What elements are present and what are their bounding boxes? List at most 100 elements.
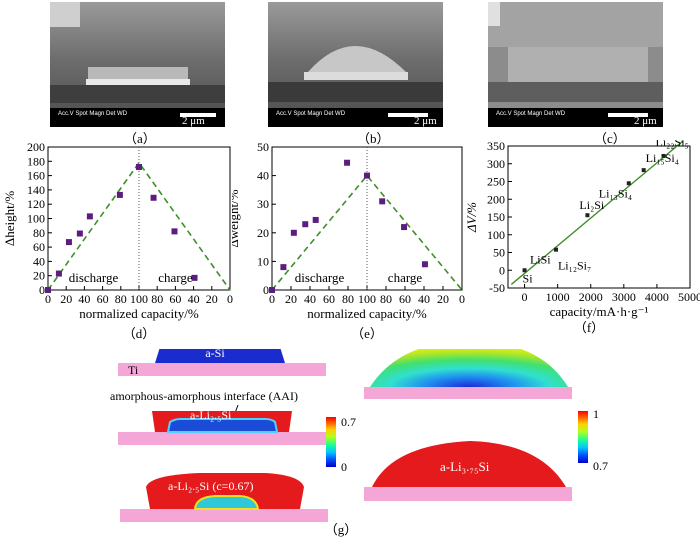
y-tick-label: 300	[487, 157, 505, 171]
lithiated-film-2	[146, 473, 304, 509]
x-tick-label: 1000	[546, 290, 570, 304]
compound-label: Li₂₂Si₅	[656, 140, 689, 149]
data-point	[290, 229, 297, 236]
y-axis-title: ΔV/%	[465, 202, 479, 233]
sem-b-label: （b）	[357, 131, 390, 146]
x-tick-label: 20	[285, 292, 297, 306]
x-tick-label: 3000	[612, 290, 636, 304]
x-tick-label: 40	[78, 292, 90, 306]
x-axis-title: normalized capacity/%	[307, 306, 427, 321]
simulation-panel: a-Si Ti amorphous-amorphous interface (A…	[110, 349, 608, 537]
colorbar-2-min: 0.7	[593, 459, 608, 473]
x-tick-label: 100	[130, 292, 148, 306]
x-axis-title: normalized capacity/%	[79, 306, 199, 321]
data-point	[401, 224, 408, 231]
y-tick-label: 50	[257, 140, 269, 154]
x-tick-label: 0	[459, 292, 465, 306]
data-point	[86, 213, 93, 220]
chart-weight: 0 10 20 30 40 50 0 20 40 60 80 100 80 60 40 20 0 discharg…	[232, 140, 465, 341]
x-tick-label: 5000	[678, 290, 700, 304]
y-tick-label: 100	[487, 228, 505, 242]
y-tick-label: 30	[257, 197, 269, 211]
li3-label: a-Li₃.₇₅Si	[440, 459, 490, 474]
x-axis-title: capacity/mA·h·g⁻¹	[550, 304, 649, 319]
x-tick-label: 20	[206, 292, 218, 306]
y-tick-label: 10	[257, 254, 269, 268]
x-tick-label: 80	[342, 292, 354, 306]
data-point	[661, 153, 666, 158]
y-tick-label: 0	[263, 283, 269, 297]
y-tick-label: 180	[27, 154, 45, 168]
panel-label: （f）	[574, 320, 604, 335]
dome-gradient	[370, 349, 568, 387]
chart-volume: -50 0 50 100 150 200 250 300 350 0 1000 2000 3000 400…	[465, 140, 700, 335]
x-tick-label: 0	[227, 292, 233, 306]
y-tick-label: 140	[27, 183, 45, 197]
x-tick-label: 20	[437, 292, 449, 306]
fit-line	[510, 140, 684, 285]
y-tick-label: 350	[487, 140, 505, 153]
sem-a-meta: Acc.V Spot Magn Det WD	[58, 111, 128, 117]
data-point	[364, 172, 370, 179]
colorbar-1-max: 0.7	[341, 415, 356, 429]
data-point	[171, 228, 178, 235]
sem-a-scale: 2 μm	[182, 115, 205, 127]
x-tick-label: 0	[45, 292, 51, 306]
x-tick-label: 80	[151, 292, 163, 306]
charge-label: charge	[388, 270, 423, 285]
y-axis-title: Δheight/%	[2, 191, 17, 246]
y-tick-label: 40	[33, 254, 45, 268]
data-point	[553, 247, 558, 252]
y-tick-label: 60	[33, 240, 45, 254]
y-tick-label: 160	[27, 169, 45, 183]
si-film	[155, 349, 285, 363]
li2-label: a-Li₂.₅Si (c=0.67)	[168, 479, 253, 493]
sem-a-scalebar	[180, 113, 216, 117]
y-tick-label: 0	[499, 263, 505, 277]
plot-frame	[507, 145, 691, 289]
data-point	[45, 287, 51, 293]
y-tick-label: 150	[487, 210, 505, 224]
sem-b-scalebar	[388, 113, 428, 117]
y-tick-label: 80	[33, 226, 45, 240]
discharge-label: discharge	[295, 270, 345, 285]
data-point	[76, 230, 83, 237]
sem-b-meta: Acc.V Spot Magn Det WD	[276, 111, 346, 117]
sem-c-scale: 2 μm	[634, 115, 657, 127]
data-point	[269, 287, 275, 293]
x-tick-label: 0	[269, 292, 275, 306]
data-point	[522, 268, 527, 273]
x-tick-label: 60	[399, 292, 411, 306]
ti-label: Ti	[128, 363, 139, 377]
sem-c-graphic	[488, 2, 663, 127]
x-tick-label: 20	[60, 292, 72, 306]
colorbar-2-max: 1	[593, 407, 599, 421]
x-tick-label: 60	[323, 292, 335, 306]
si-core-1	[166, 418, 279, 433]
ti-substrate-1	[118, 363, 326, 376]
data-point	[191, 274, 198, 281]
sim-label: （g）	[325, 522, 358, 537]
sem-c-meta: Acc.V Spot Magn Det WD	[496, 111, 566, 117]
sem-a-graphic	[50, 2, 225, 127]
ti-substrate-2	[118, 432, 326, 445]
compound-label: Si	[523, 271, 534, 285]
data-point	[55, 270, 62, 277]
data-point	[421, 261, 428, 268]
discharge-label: discharge	[69, 270, 119, 285]
y-tick-label: 50	[493, 246, 505, 260]
data-point	[585, 213, 590, 218]
data-point	[344, 159, 351, 166]
data-point	[65, 239, 72, 246]
x-tick-label: 2000	[579, 290, 603, 304]
aai-label: amorphous-amorphous interface (AAI)	[110, 389, 298, 403]
x-tick-label: 40	[304, 292, 316, 306]
x-tick-label: 100	[358, 292, 376, 306]
dome-full	[372, 441, 566, 487]
sem-b-scale: 2 μm	[414, 115, 437, 127]
x-tick-label: 0	[522, 290, 528, 304]
data-point	[116, 191, 123, 198]
sem-image-c: Acc.V Spot Magn Det WD 2 μm	[488, 2, 663, 127]
ti-substrate-5	[364, 487, 572, 501]
